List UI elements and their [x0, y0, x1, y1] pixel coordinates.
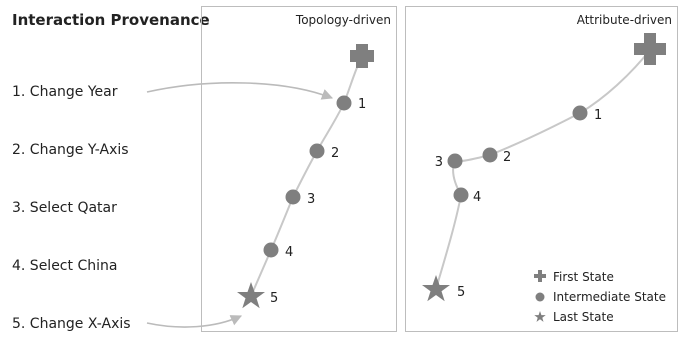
arrow-step-1	[146, 82, 334, 100]
attribute-node-1	[572, 105, 588, 121]
topology-edge	[250, 55, 363, 297]
attribute-panel: Attribute-driven 1 2 3 4 5 First State I…	[405, 6, 678, 332]
legend-intermediate-state: Intermediate State	[553, 290, 666, 304]
step-label-2: 2. Change Y-Axis	[12, 142, 129, 158]
attribute-edge	[435, 49, 651, 290]
arrow-step-5	[146, 315, 243, 328]
topology-node-label-5: 5	[270, 291, 278, 306]
step-label-1: 1. Change Year	[12, 84, 118, 100]
attribute-node-3	[447, 153, 463, 169]
legend-circle-icon	[535, 292, 545, 302]
diagram-title: Interaction Provenance	[12, 11, 210, 29]
attribute-node-label-4: 4	[473, 190, 481, 205]
attribute-panel-title: Attribute-driven	[577, 13, 672, 27]
legend-last-state: Last State	[553, 310, 614, 324]
attribute-node-label-3: 3	[435, 155, 443, 170]
legend-plus-icon	[534, 270, 546, 282]
attribute-node-label-5: 5	[457, 285, 465, 300]
topology-node-label-4: 4	[285, 245, 293, 260]
topology-first-state-plus-icon	[350, 44, 374, 68]
topology-panel: Topology-driven 1 2 3 4 5	[201, 6, 397, 332]
step-label-4: 4. Select China	[12, 258, 117, 274]
attribute-node-label-1: 1	[594, 108, 602, 123]
topology-panel-border	[201, 6, 397, 332]
topology-node-1	[336, 95, 352, 111]
attribute-first-state-plus-icon	[634, 33, 666, 65]
topology-node-2	[309, 143, 325, 159]
topology-node-4	[263, 242, 279, 258]
step-label-5: 5. Change X-Axis	[12, 316, 131, 332]
attribute-panel-border	[405, 6, 678, 332]
topology-panel-title: Topology-driven	[295, 13, 391, 27]
step-label-3: 3. Select Qatar	[12, 200, 117, 216]
topology-last-state-star-icon	[237, 282, 265, 309]
attribute-node-2	[482, 147, 498, 163]
attribute-last-state-star-icon	[422, 275, 450, 302]
attribute-node-label-2: 2	[503, 150, 511, 165]
topology-node-label-2: 2	[331, 146, 339, 161]
topology-node-label-3: 3	[307, 192, 315, 207]
attribute-node-4	[453, 187, 469, 203]
legend: First State Intermediate State Last Stat…	[534, 270, 666, 324]
legend-star-icon	[534, 311, 546, 322]
legend-first-state: First State	[553, 270, 614, 284]
topology-node-3	[285, 189, 301, 205]
topology-node-label-1: 1	[358, 97, 366, 112]
